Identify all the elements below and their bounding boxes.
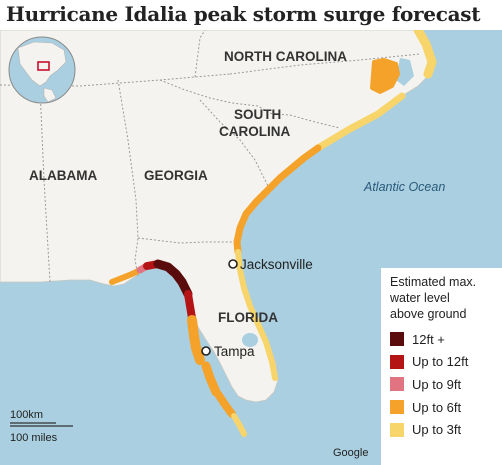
legend-label: Up to 6ft xyxy=(412,399,462,415)
surge-band-outer-banks-3ft xyxy=(413,30,437,79)
surge-band-georgia-6ft xyxy=(233,144,322,256)
city-marker-jacksonville xyxy=(228,259,238,269)
legend-swatch xyxy=(390,377,404,392)
state-label-florida: FLORIDA xyxy=(218,310,278,325)
border-virginia-west xyxy=(194,30,206,78)
border-ms-al xyxy=(39,87,51,283)
legend-label: Up to 12ft xyxy=(412,354,469,370)
legend-item: Up to 9ft xyxy=(390,373,502,396)
border-virginia-nc xyxy=(229,53,421,75)
surge-band-charlotte-6ft xyxy=(201,361,221,397)
scale-label-km: 100km xyxy=(10,409,43,421)
surge-band-nature-coast-12ft xyxy=(184,290,196,322)
legend-label: Up to 3ft xyxy=(412,422,462,438)
legend-swatch xyxy=(390,400,404,415)
state-label-alabama: ALABAMA xyxy=(29,168,97,183)
scale-label-miles: 100 miles xyxy=(10,432,58,444)
globe-north-america xyxy=(17,41,67,87)
legend-label: Up to 9ft xyxy=(412,376,462,392)
border-ga-fl xyxy=(137,237,236,244)
legend-swatch xyxy=(390,354,404,369)
border-al-ga xyxy=(117,79,139,277)
map: NORTH CAROLINA SOUTH CAROLINA ALABAMA GE… xyxy=(0,30,502,465)
pamlico-sound xyxy=(396,58,414,86)
lake-okeechobee xyxy=(242,333,258,347)
legend-item: Up to 3ft xyxy=(390,418,502,441)
legend-label: 12ft + xyxy=(412,331,445,347)
border-ga-sc xyxy=(199,99,271,191)
state-label-south-carolina-line1: SOUTH xyxy=(234,107,281,122)
map-attribution: Google xyxy=(333,447,368,459)
legend-title: Estimated max. water level above ground xyxy=(390,275,477,321)
state-label-south-carolina-line2: CAROLINA xyxy=(219,124,290,139)
legend-item: Up to 12ft xyxy=(390,351,502,374)
legend-item: Up to 6ft xyxy=(390,396,502,419)
surge-band-swfl-6ft xyxy=(214,390,236,418)
city-label-tampa: Tampa xyxy=(214,344,255,359)
surge-band-keys-3ft xyxy=(231,413,247,437)
surge-band-east-florida-3ft xyxy=(235,249,278,381)
legend-swatch xyxy=(390,422,404,437)
legend: Estimated max. water level above ground … xyxy=(381,268,502,465)
ocean-label: Atlantic Ocean xyxy=(363,180,445,194)
surge-band-carolinas-3ft xyxy=(314,92,406,152)
surge-band-pamlico-6ft xyxy=(370,58,400,94)
surge-band-panhandle-6ft xyxy=(109,267,143,285)
legend-item: 12ft + xyxy=(390,328,502,351)
state-label-north-carolina: NORTH CAROLINA xyxy=(224,49,347,64)
page-title: Hurricane Idalia peak storm surge foreca… xyxy=(6,2,481,26)
locator-globe xyxy=(8,36,76,104)
border-nc-sc xyxy=(159,79,341,129)
surge-band-bigbend-12ftplus xyxy=(153,259,193,299)
surge-band-tampa-6ft xyxy=(187,315,205,365)
legend-swatch xyxy=(390,332,404,347)
city-marker-tampa xyxy=(201,346,211,356)
scale-bar: 100km 100 miles xyxy=(10,409,73,444)
globe-focus-box xyxy=(37,61,50,71)
city-label-jacksonville: Jacksonville xyxy=(240,257,313,272)
surge-bands xyxy=(109,30,437,437)
globe-south-america xyxy=(43,87,57,103)
state-label-georgia: GEORGIA xyxy=(144,168,208,183)
